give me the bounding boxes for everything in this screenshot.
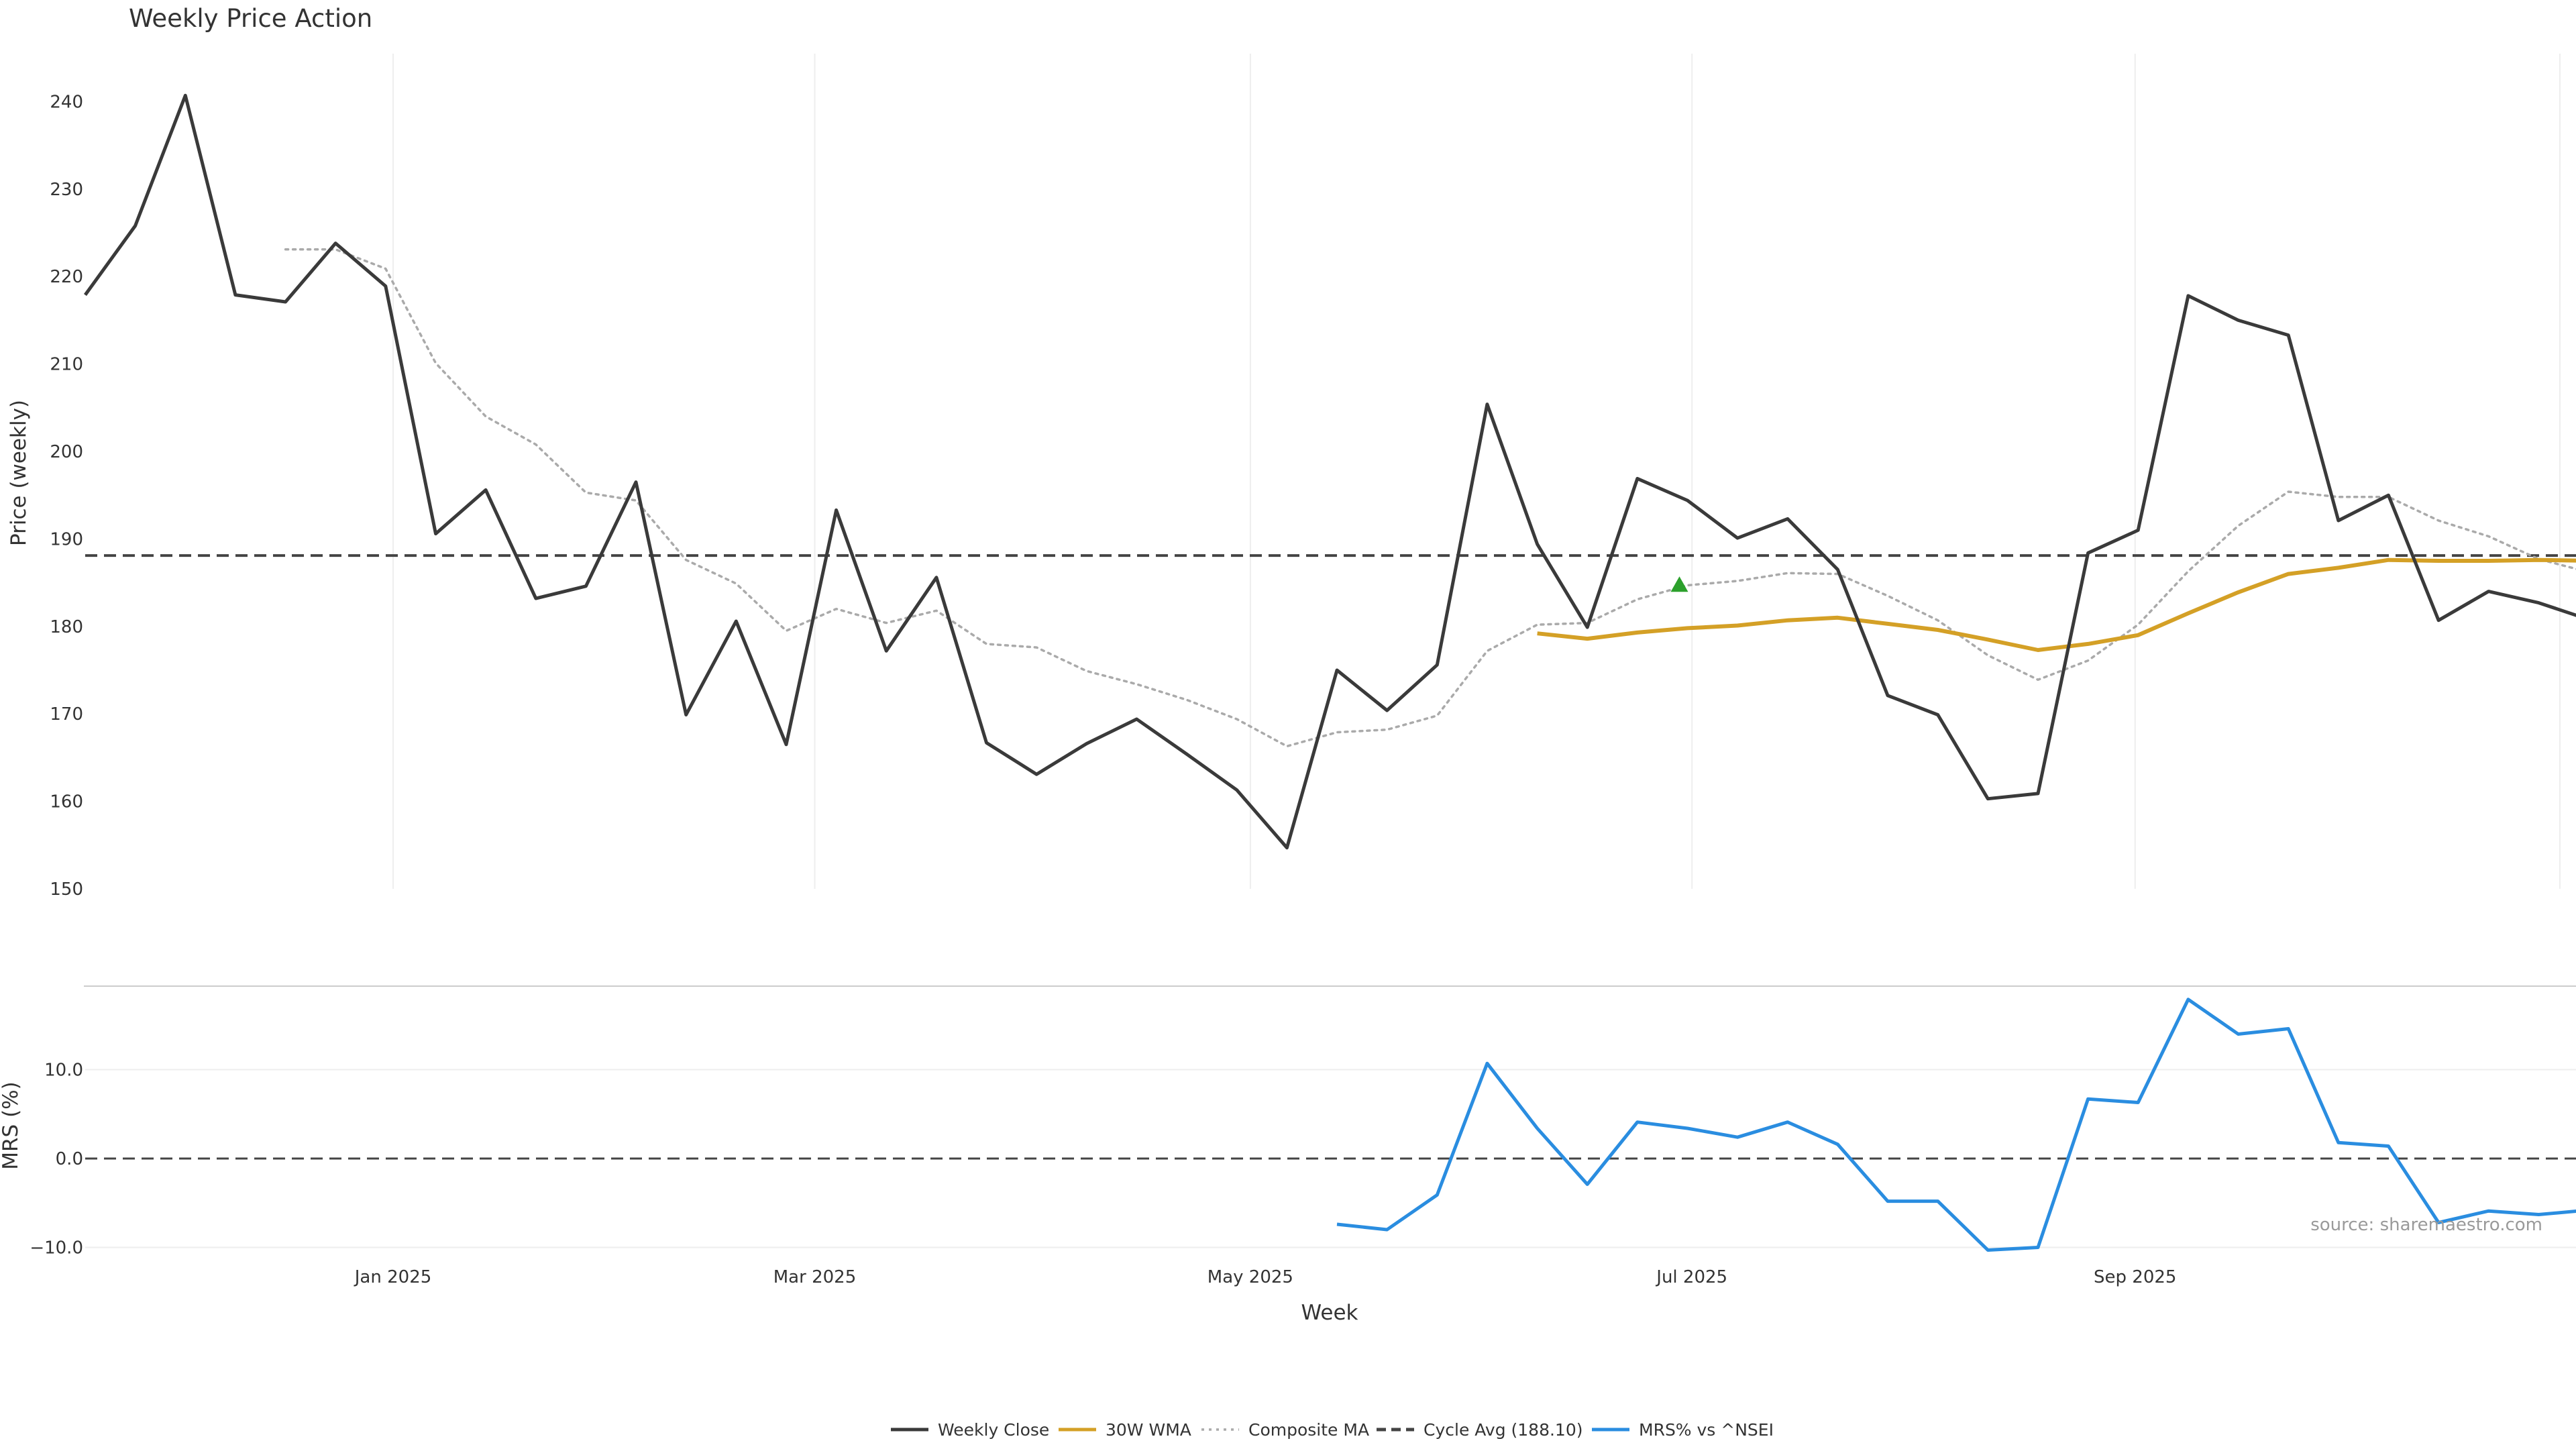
price-y-tick-label: 170 <box>50 704 83 724</box>
legend-label: Composite MA <box>1248 1420 1369 1440</box>
price-y-tick-label: 190 <box>50 529 83 549</box>
mrs-line <box>1336 998 2576 1252</box>
price-y-tick-label: 230 <box>50 180 83 200</box>
price-y-tick-label: 210 <box>50 355 83 375</box>
price-y-tick-label: 200 <box>50 442 83 462</box>
x-axis-title: Week <box>1301 1301 1358 1325</box>
mrs-panel: −10.0 0.0 10.0 MRS (%) source: sharemaestr… <box>0 998 2576 1258</box>
price-markers <box>1670 576 1688 592</box>
price-y-ticks: 150 160 170 180 190 200 210 220 230 240 <box>50 92 83 900</box>
source-annotation: source: sharemaestro.com <box>2310 1215 2542 1235</box>
legend-label: Weekly Close <box>938 1420 1049 1440</box>
weekly-close-line <box>83 93 2576 850</box>
chart-title: Weekly Price Action <box>129 4 372 33</box>
x-tick-label: Jan 2025 <box>354 1267 432 1287</box>
mrs-y-ticks: −10.0 0.0 10.0 <box>30 1061 83 1258</box>
price-y-axis-title: Price (weekly) <box>7 400 31 546</box>
price-gridlines <box>392 54 2561 889</box>
legend-label: Cycle Avg (188.10) <box>1424 1420 1583 1440</box>
x-tick-label: Sep 2025 <box>2094 1267 2176 1287</box>
price-y-tick-label: 180 <box>50 617 83 637</box>
mrs-y-tick-label: −10.0 <box>30 1238 83 1258</box>
price-panel: 150 160 170 180 190 200 210 220 230 240 Price (we… <box>7 54 2576 900</box>
x-axis-ticks: Jan 2025 Mar 2025 May 2025 Jul 2025 Sep 2025 <box>354 1267 2177 1287</box>
mrs-y-tick-label: 0.0 <box>56 1149 83 1169</box>
price-y-tick-label: 240 <box>50 92 83 112</box>
price-y-tick-label: 160 <box>50 792 83 812</box>
price-y-tick-label: 220 <box>50 267 83 287</box>
x-tick-label: Mar 2025 <box>773 1267 857 1287</box>
legend-label: 30W WMA <box>1106 1420 1191 1440</box>
buy-signal-marker <box>1670 576 1688 592</box>
legend-label: MRS% vs ^NSEI <box>1639 1420 1774 1440</box>
mrs-gridlines <box>85 1069 2576 1248</box>
x-tick-label: May 2025 <box>1208 1267 1293 1287</box>
mrs-y-axis-title: MRS (%) <box>0 1081 23 1169</box>
x-tick-label: Jul 2025 <box>1655 1267 1727 1287</box>
price-y-tick-label: 150 <box>50 879 83 900</box>
legend: Weekly Close 30W WMA Composite MA Cycle Avg… <box>891 1420 1774 1440</box>
mrs-y-tick-label: 10.0 <box>44 1061 83 1081</box>
